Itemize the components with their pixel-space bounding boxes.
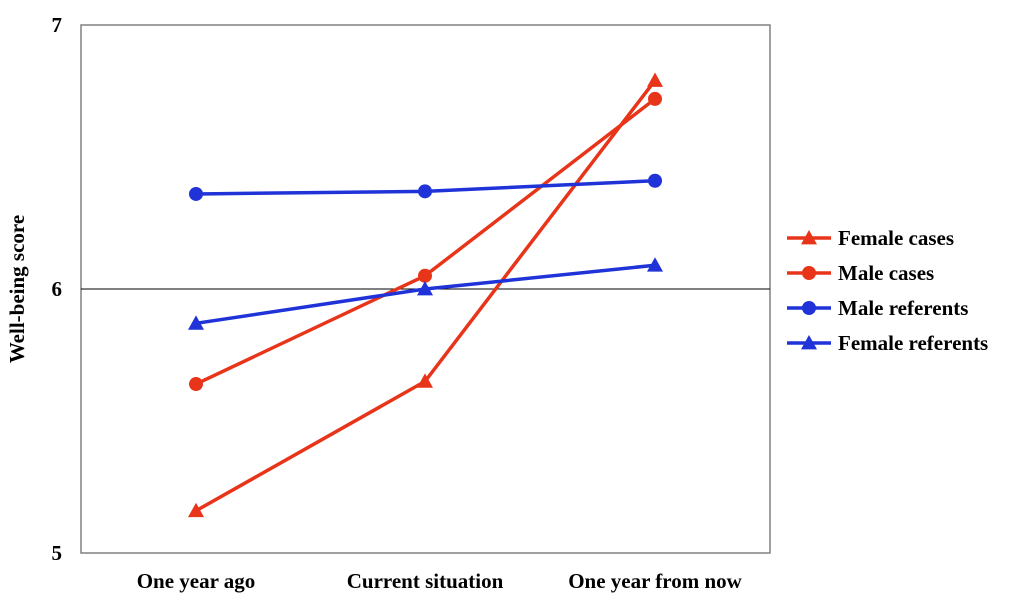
data-point <box>418 184 432 199</box>
legend-marker <box>802 266 816 280</box>
x-tick-label: One year from now <box>568 569 742 593</box>
data-point <box>189 186 203 201</box>
y-tick-label: 5 <box>52 541 63 565</box>
legend-item: Female referents <box>787 331 988 355</box>
data-point <box>647 257 663 272</box>
data-point <box>417 281 433 296</box>
legend: Female cases Male cases Male referents Fema… <box>787 226 988 355</box>
legend-label: Female referents <box>838 331 988 355</box>
data-point <box>648 91 662 106</box>
legend-label: Female cases <box>838 226 954 250</box>
legend-marker <box>801 335 817 350</box>
legend-item: Female cases <box>787 226 954 250</box>
y-axis-label: Well-being score <box>5 215 29 363</box>
data-point <box>647 72 663 87</box>
legend-label: Male referents <box>838 296 968 320</box>
legend-item: Male cases <box>787 261 934 285</box>
series-female-referents <box>188 257 663 330</box>
data-point <box>188 502 204 518</box>
data-point <box>189 377 203 392</box>
data-point <box>648 173 662 188</box>
data-point <box>188 315 204 330</box>
series-male-cases <box>189 91 662 392</box>
y-tick-label: 7 <box>52 13 63 37</box>
legend-marker <box>802 301 816 315</box>
x-tick-label: One year ago <box>137 569 256 593</box>
data-point <box>418 268 432 283</box>
legend-item: Male referents <box>787 296 968 320</box>
y-tick-label: 6 <box>52 277 63 301</box>
legend-marker <box>801 230 817 245</box>
series-female-cases <box>188 72 663 518</box>
series-male-referents <box>189 173 662 201</box>
x-tick-label: Current situation <box>347 569 504 593</box>
legend-label: Male cases <box>838 261 934 285</box>
data-point <box>417 373 433 388</box>
